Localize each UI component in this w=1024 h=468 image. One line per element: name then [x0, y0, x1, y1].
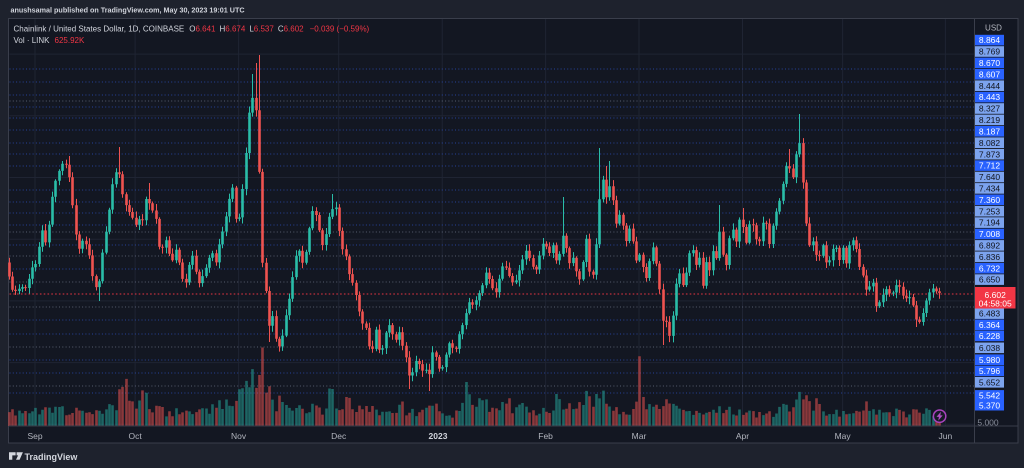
- svg-text:2023: 2023: [429, 431, 448, 441]
- svg-text:6.732: 6.732: [979, 263, 1001, 273]
- svg-text:7.360: 7.360: [979, 195, 1001, 205]
- svg-text:8.187: 8.187: [979, 126, 1001, 136]
- svg-text:May: May: [835, 431, 852, 441]
- svg-text:Chainlink / United States Doll: Chainlink / United States Dollar, 1D, CO…: [14, 25, 370, 34]
- svg-text:5.000: 5.000: [977, 417, 999, 427]
- svg-text:5.796: 5.796: [979, 366, 1001, 376]
- svg-text:6.650: 6.650: [979, 275, 1001, 285]
- svg-text:7.873: 7.873: [979, 149, 1001, 159]
- svg-text:Nov: Nov: [231, 431, 247, 441]
- svg-text:7.194: 7.194: [979, 218, 1001, 228]
- svg-text:8.219: 8.219: [979, 115, 1001, 125]
- svg-text:7.640: 7.640: [979, 172, 1001, 182]
- svg-text:USD: USD: [985, 23, 1002, 32]
- svg-text:8.670: 8.670: [979, 58, 1001, 68]
- svg-text:Apr: Apr: [736, 431, 749, 441]
- svg-text:5.370: 5.370: [979, 400, 1001, 410]
- svg-text:Oct: Oct: [128, 431, 142, 441]
- svg-text:04:58:05: 04:58:05: [979, 299, 1012, 309]
- svg-text:6.228: 6.228: [979, 331, 1001, 341]
- svg-text:5.542: 5.542: [979, 391, 1001, 401]
- svg-text:8.607: 8.607: [979, 69, 1001, 79]
- svg-text:6.364: 6.364: [979, 320, 1001, 330]
- svg-text:8.082: 8.082: [979, 138, 1001, 148]
- svg-text:5.980: 5.980: [979, 355, 1001, 365]
- svg-text:7.253: 7.253: [979, 206, 1001, 216]
- svg-text:Sep: Sep: [27, 431, 42, 441]
- svg-text:7.434: 7.434: [979, 184, 1001, 194]
- svg-text:6.892: 6.892: [979, 241, 1001, 251]
- svg-text:Feb: Feb: [538, 431, 553, 441]
- svg-text:6.483: 6.483: [979, 309, 1001, 319]
- svg-text:8.769: 8.769: [979, 47, 1001, 57]
- svg-text:8.864: 8.864: [979, 35, 1001, 45]
- svg-text:8.327: 8.327: [979, 104, 1001, 114]
- svg-text:Dec: Dec: [331, 431, 347, 441]
- svg-text:7.712: 7.712: [979, 161, 1001, 171]
- svg-text:Mar: Mar: [632, 431, 647, 441]
- svg-text:6.836: 6.836: [979, 252, 1001, 262]
- svg-text:TradingView: TradingView: [25, 452, 79, 462]
- svg-text:8.443: 8.443: [979, 92, 1001, 102]
- svg-text:anushsamal published on Tradin: anushsamal published on TradingView.com,…: [11, 6, 245, 15]
- svg-text:6.038: 6.038: [979, 343, 1001, 353]
- svg-text:6.602: 6.602: [985, 290, 1007, 300]
- svg-text:8.444: 8.444: [979, 81, 1001, 91]
- svg-text:5.652: 5.652: [979, 377, 1001, 387]
- svg-text:7.008: 7.008: [979, 229, 1001, 239]
- svg-text:Jun: Jun: [939, 431, 953, 441]
